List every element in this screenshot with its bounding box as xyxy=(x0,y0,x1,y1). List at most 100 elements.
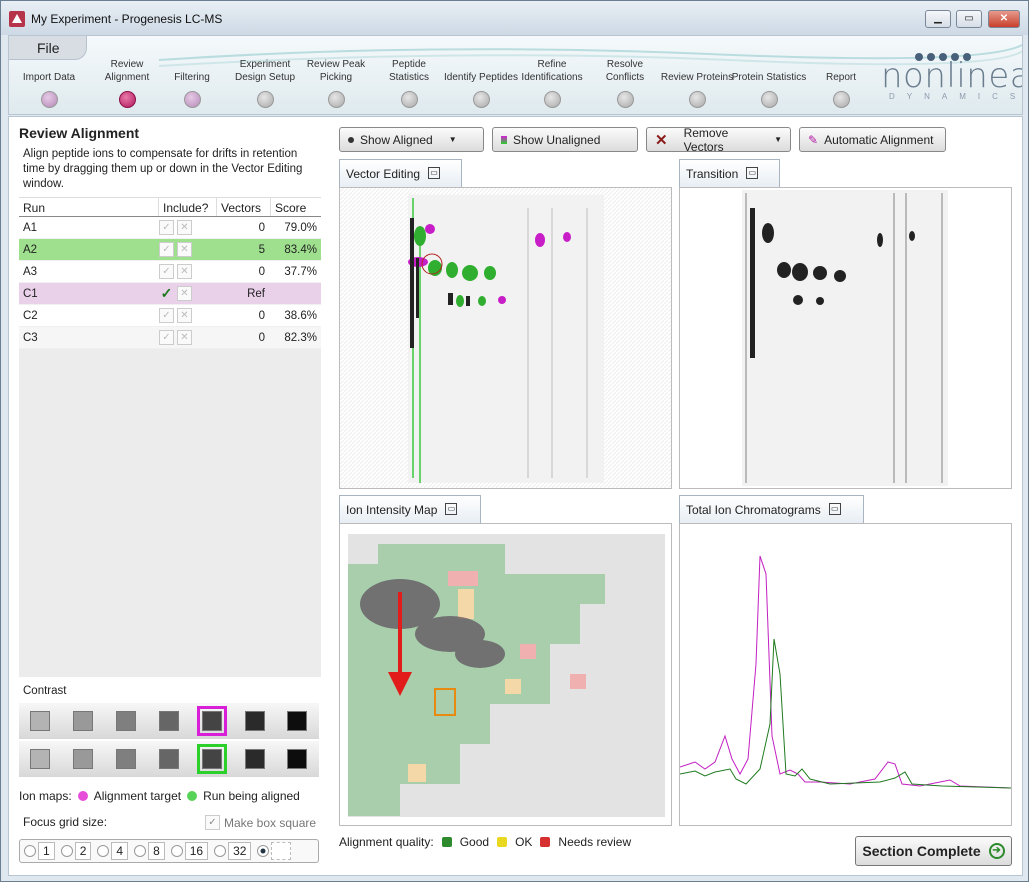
grid-size-radio[interactable] xyxy=(134,845,147,857)
workflow-step[interactable]: Resolve Conflicts xyxy=(587,58,663,108)
table-row[interactable]: C2 ✓ ✕ 0 38.6% xyxy=(19,305,321,327)
table-row[interactable]: A2 ✓ ✕ 5 83.4% xyxy=(19,239,321,261)
grid-size-radio[interactable] xyxy=(97,845,110,857)
workflow-step-indicator-icon[interactable] xyxy=(40,91,58,108)
file-menu[interactable]: File xyxy=(37,40,60,56)
contrast-swatch[interactable] xyxy=(116,711,137,731)
col-include[interactable]: Include? xyxy=(159,198,217,216)
contrast-swatch[interactable] xyxy=(73,749,94,769)
grid-size-value[interactable]: 32 xyxy=(228,842,252,860)
make-box-square-checkbox[interactable]: ✓ xyxy=(205,815,220,830)
section-complete-button[interactable]: Section Complete ➔ xyxy=(855,836,1012,866)
workflow-step-indicator-icon[interactable] xyxy=(543,91,561,108)
transition-plot[interactable] xyxy=(680,188,1011,488)
exclude-checkbox[interactable]: ✕ xyxy=(177,264,192,279)
undock-icon[interactable]: ▭ xyxy=(445,503,458,515)
grid-size-value[interactable]: 2 xyxy=(74,842,92,860)
exclude-checkbox[interactable]: ✕ xyxy=(177,286,192,301)
contrast-swatch[interactable] xyxy=(196,744,227,774)
workflow-step[interactable]: Refine Identifications xyxy=(514,58,590,108)
workflow-step-indicator-icon[interactable] xyxy=(400,91,418,108)
contrast-swatch[interactable] xyxy=(244,749,265,769)
workflow-step[interactable]: Filtering xyxy=(154,58,230,108)
grid-size-value[interactable]: 8 xyxy=(148,842,165,860)
workflow-step[interactable]: Report xyxy=(803,58,879,108)
show-unaligned-button[interactable]: Show Unaligned xyxy=(492,127,638,152)
workflow-step[interactable]: Identify Peptides xyxy=(443,58,519,108)
workflow-step[interactable]: Review Peak Picking xyxy=(298,58,374,108)
contrast-swatch[interactable] xyxy=(73,711,94,731)
workflow-step-indicator-icon[interactable] xyxy=(183,91,201,108)
undock-icon[interactable]: ▭ xyxy=(828,503,841,515)
workflow-step[interactable]: Review Alignment xyxy=(89,58,165,108)
ion-intensity-map-panel[interactable] xyxy=(339,523,672,826)
workflow-step[interactable]: Import Data xyxy=(11,58,87,108)
tab-transition[interactable]: Transition ▭ xyxy=(679,159,780,187)
col-score[interactable]: Score xyxy=(275,201,307,215)
include-checkbox[interactable]: ✓ xyxy=(159,264,174,279)
workflow-step-indicator-icon[interactable] xyxy=(327,91,345,108)
workflow-step[interactable]: Experiment Design Setup xyxy=(227,58,303,108)
exclude-checkbox[interactable]: ✕ xyxy=(177,220,192,235)
ion-intensity-map[interactable] xyxy=(340,524,671,825)
exclude-checkbox[interactable]: ✕ xyxy=(177,330,192,345)
minimize-button[interactable]: ▁ xyxy=(925,10,951,28)
include-checkbox[interactable]: ✓ xyxy=(160,285,173,301)
table-row[interactable]: A1 ✓ ✕ 0 79.0% xyxy=(19,217,321,239)
grid-size-radio[interactable] xyxy=(24,845,36,857)
table-row[interactable]: C1 ✓ ✕ Ref xyxy=(19,283,321,305)
show-aligned-button[interactable]: Show Aligned ▼ xyxy=(339,127,484,152)
contrast-swatch[interactable] xyxy=(287,749,308,769)
close-button[interactable]: ✕ xyxy=(988,10,1020,28)
col-vectors[interactable]: Vectors xyxy=(217,198,271,216)
contrast-swatch[interactable] xyxy=(158,749,179,769)
maximize-button[interactable]: ▭ xyxy=(956,10,982,28)
grid-size-radio[interactable] xyxy=(60,845,73,857)
tic-panel[interactable] xyxy=(679,523,1012,826)
workflow-step[interactable]: Protein Statistics xyxy=(731,58,807,108)
tab-vector-editing[interactable]: Vector Editing ▭ xyxy=(339,159,462,187)
remove-vectors-button[interactable]: ✕ Remove Vectors ▼ xyxy=(646,126,791,154)
contrast-swatch[interactable] xyxy=(30,711,51,731)
undock-icon[interactable]: ▭ xyxy=(428,167,441,179)
workflow-step[interactable]: Peptide Statistics xyxy=(371,58,447,108)
grid-size-value[interactable]: 16 xyxy=(184,842,209,860)
workflow-step-indicator-icon[interactable] xyxy=(118,91,136,108)
vector-editing-plot[interactable] xyxy=(340,188,671,488)
dropdown-arrow-icon[interactable]: ▼ xyxy=(448,135,457,144)
grid-size-radio[interactable] xyxy=(170,845,183,857)
grid-size-radio[interactable] xyxy=(214,845,227,857)
contrast-swatch[interactable] xyxy=(196,706,227,736)
workflow-step-indicator-icon[interactable] xyxy=(832,91,850,108)
file-tab[interactable]: File xyxy=(9,36,87,60)
tic-plot[interactable] xyxy=(679,524,1012,825)
grid-size-value[interactable]: 4 xyxy=(111,842,129,860)
transition-panel[interactable] xyxy=(679,187,1012,489)
contrast-swatch[interactable] xyxy=(30,749,51,769)
workflow-step-indicator-icon[interactable] xyxy=(688,91,706,108)
tab-ion-intensity-map[interactable]: Ion Intensity Map ▭ xyxy=(339,495,481,523)
contrast-swatch[interactable] xyxy=(287,711,308,731)
contrast-swatch[interactable] xyxy=(116,749,137,769)
col-run[interactable]: Run xyxy=(19,198,159,216)
exclude-checkbox[interactable]: ✕ xyxy=(177,308,192,323)
include-checkbox[interactable]: ✓ xyxy=(159,220,174,235)
workflow-step[interactable]: Review Proteins xyxy=(659,58,735,108)
include-checkbox[interactable]: ✓ xyxy=(159,330,174,345)
tab-total-ion-chromatograms[interactable]: Total Ion Chromatograms ▭ xyxy=(679,495,864,523)
contrast-swatch[interactable] xyxy=(158,711,179,731)
workflow-step-indicator-icon[interactable] xyxy=(256,91,274,108)
table-row[interactable]: A3 ✓ ✕ 0 37.7% xyxy=(19,261,321,283)
exclude-checkbox[interactable]: ✕ xyxy=(177,242,192,257)
include-checkbox[interactable]: ✓ xyxy=(159,308,174,323)
grid-size-radio-custom[interactable] xyxy=(257,845,270,857)
automatic-alignment-button[interactable]: ✎ Automatic Alignment xyxy=(799,127,946,152)
vector-editing-panel[interactable] xyxy=(339,187,672,489)
workflow-step-indicator-icon[interactable] xyxy=(616,91,634,108)
workflow-step-indicator-icon[interactable] xyxy=(760,91,778,108)
custom-box-icon[interactable] xyxy=(271,842,292,860)
grid-size-value[interactable]: 1 xyxy=(38,842,55,860)
make-box-square[interactable]: ✓ Make box square xyxy=(205,815,316,830)
contrast-swatch[interactable] xyxy=(244,711,265,731)
undock-icon[interactable]: ▭ xyxy=(746,167,759,179)
